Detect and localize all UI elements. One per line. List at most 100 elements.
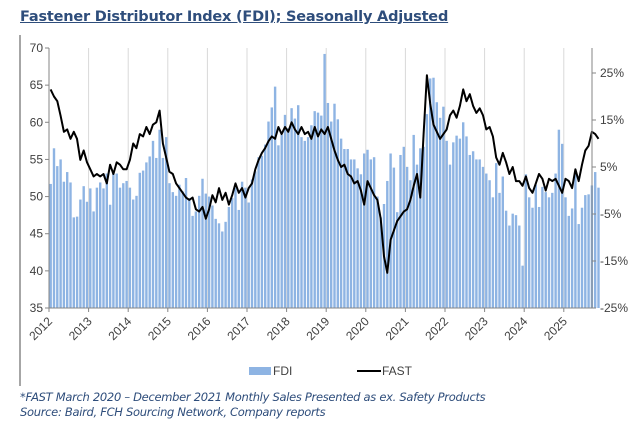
fdi-bar [178, 184, 181, 308]
fast-line-group [49, 74, 600, 274]
fdi-bar [392, 167, 396, 308]
legend: FDI FAST [249, 364, 413, 378]
x-tick-label: 2020 [343, 314, 372, 343]
fdi-bar [254, 171, 257, 308]
fdi-bar [112, 173, 115, 308]
fdi-bar [99, 182, 102, 308]
fdi-bar [198, 195, 201, 308]
fdi-bars [49, 53, 600, 309]
fdi-bar [207, 196, 211, 308]
right-tick-label: -15% [600, 254, 628, 268]
fdi-bar [481, 166, 485, 308]
fdi-bar [82, 186, 85, 308]
fdi-bar [438, 117, 442, 308]
fdi-bar [531, 207, 534, 308]
fdi-bar [171, 192, 174, 308]
fdi-bar [148, 156, 151, 308]
fdi-bar [234, 187, 237, 308]
fdi-bar [184, 178, 188, 308]
fdi-bar [227, 206, 231, 308]
fdi-bar [435, 102, 438, 308]
x-tick-label: 2024 [502, 314, 531, 343]
fdi-bar [75, 216, 79, 308]
fdi-bar [409, 180, 412, 308]
fdi-bar [455, 135, 458, 308]
fdi-bar [567, 215, 570, 308]
fdi-bar [462, 122, 465, 309]
fdi-bar [211, 205, 214, 308]
fdi-bar [587, 194, 590, 308]
fdi-bar [425, 114, 429, 308]
x-tick-label: 2023 [462, 314, 491, 343]
fdi-bar [343, 149, 346, 308]
fdi-bar [356, 168, 359, 308]
x-axis-ticks: 2012 2013 2014 2015 2016 2017 2018 2019 2020 2021… [26, 308, 570, 343]
fdi-bar [320, 115, 323, 308]
fdi-bar [478, 159, 481, 308]
fdi-bar [465, 136, 468, 308]
fdi-bar [293, 118, 297, 308]
fdi-bar [445, 140, 448, 308]
fdi-bar [217, 223, 221, 308]
fdi-bar [174, 195, 178, 308]
fdi-bar [419, 148, 422, 308]
axes [48, 48, 593, 309]
fdi-bar [521, 265, 524, 308]
fdi-bar [541, 186, 544, 308]
fdi-bar [452, 142, 455, 308]
x-tick-label: 2012 [26, 314, 55, 343]
right-tick-label: -5% [600, 207, 622, 221]
fdi-bar [514, 215, 518, 308]
fdi-bar [237, 209, 240, 308]
fdi-bar [396, 212, 399, 308]
right-tick-label: 5% [600, 160, 618, 174]
fdi-bar [577, 224, 580, 308]
right-tick-label: 25% [600, 66, 624, 80]
x-tick-label: 2017 [224, 314, 253, 343]
fdi-bar [158, 129, 161, 308]
fdi-bar [488, 180, 491, 308]
fdi-bar [468, 154, 471, 308]
fdi-bar [570, 208, 574, 308]
fdi-bar [346, 149, 349, 308]
fdi-bar [105, 173, 108, 308]
fdi-bar [471, 151, 475, 308]
fdi-bar [498, 192, 501, 308]
fdi-bar [524, 174, 528, 308]
legend-fdi-label: FDI [273, 364, 292, 378]
fdi-bar [122, 183, 125, 308]
fdi-bar [508, 225, 511, 308]
fdi-bar [92, 211, 95, 308]
fdi-bar [528, 197, 531, 308]
fdi-bar [250, 179, 254, 308]
fdi-bar [491, 197, 495, 308]
fdi-bar [49, 183, 52, 308]
x-tick-label: 2019 [304, 314, 333, 343]
right-axis-ticks: -25% -15% -5% 5% 15% 25% [592, 66, 628, 315]
fdi-bar [537, 206, 541, 308]
left-tick-label: 55 [30, 152, 44, 166]
fdi-bar [108, 204, 112, 308]
fdi-bar [495, 163, 498, 308]
fdi-bar [580, 207, 584, 308]
fdi-bar [165, 137, 168, 308]
fdi-bar [59, 159, 62, 308]
fdi-bar [138, 172, 141, 308]
fdi-bar [386, 180, 389, 308]
fdi-bar [574, 173, 577, 308]
x-tick-label: 2018 [264, 314, 293, 343]
fdi-bar [257, 157, 260, 308]
fdi-bar [432, 77, 435, 308]
fdi-bar [379, 217, 382, 308]
fdi-bar [221, 231, 224, 308]
fdi-bar [72, 217, 75, 308]
fdi-bar [326, 102, 330, 308]
left-tick-label: 70 [30, 41, 44, 55]
fdi-bar [415, 164, 419, 308]
fdi-bar [125, 180, 128, 308]
fdi-bar [194, 211, 198, 308]
left-tick-label: 65 [30, 78, 44, 92]
fdi-bar [283, 114, 287, 308]
left-tick-label: 50 [30, 190, 44, 204]
fdi-bar [597, 187, 600, 308]
